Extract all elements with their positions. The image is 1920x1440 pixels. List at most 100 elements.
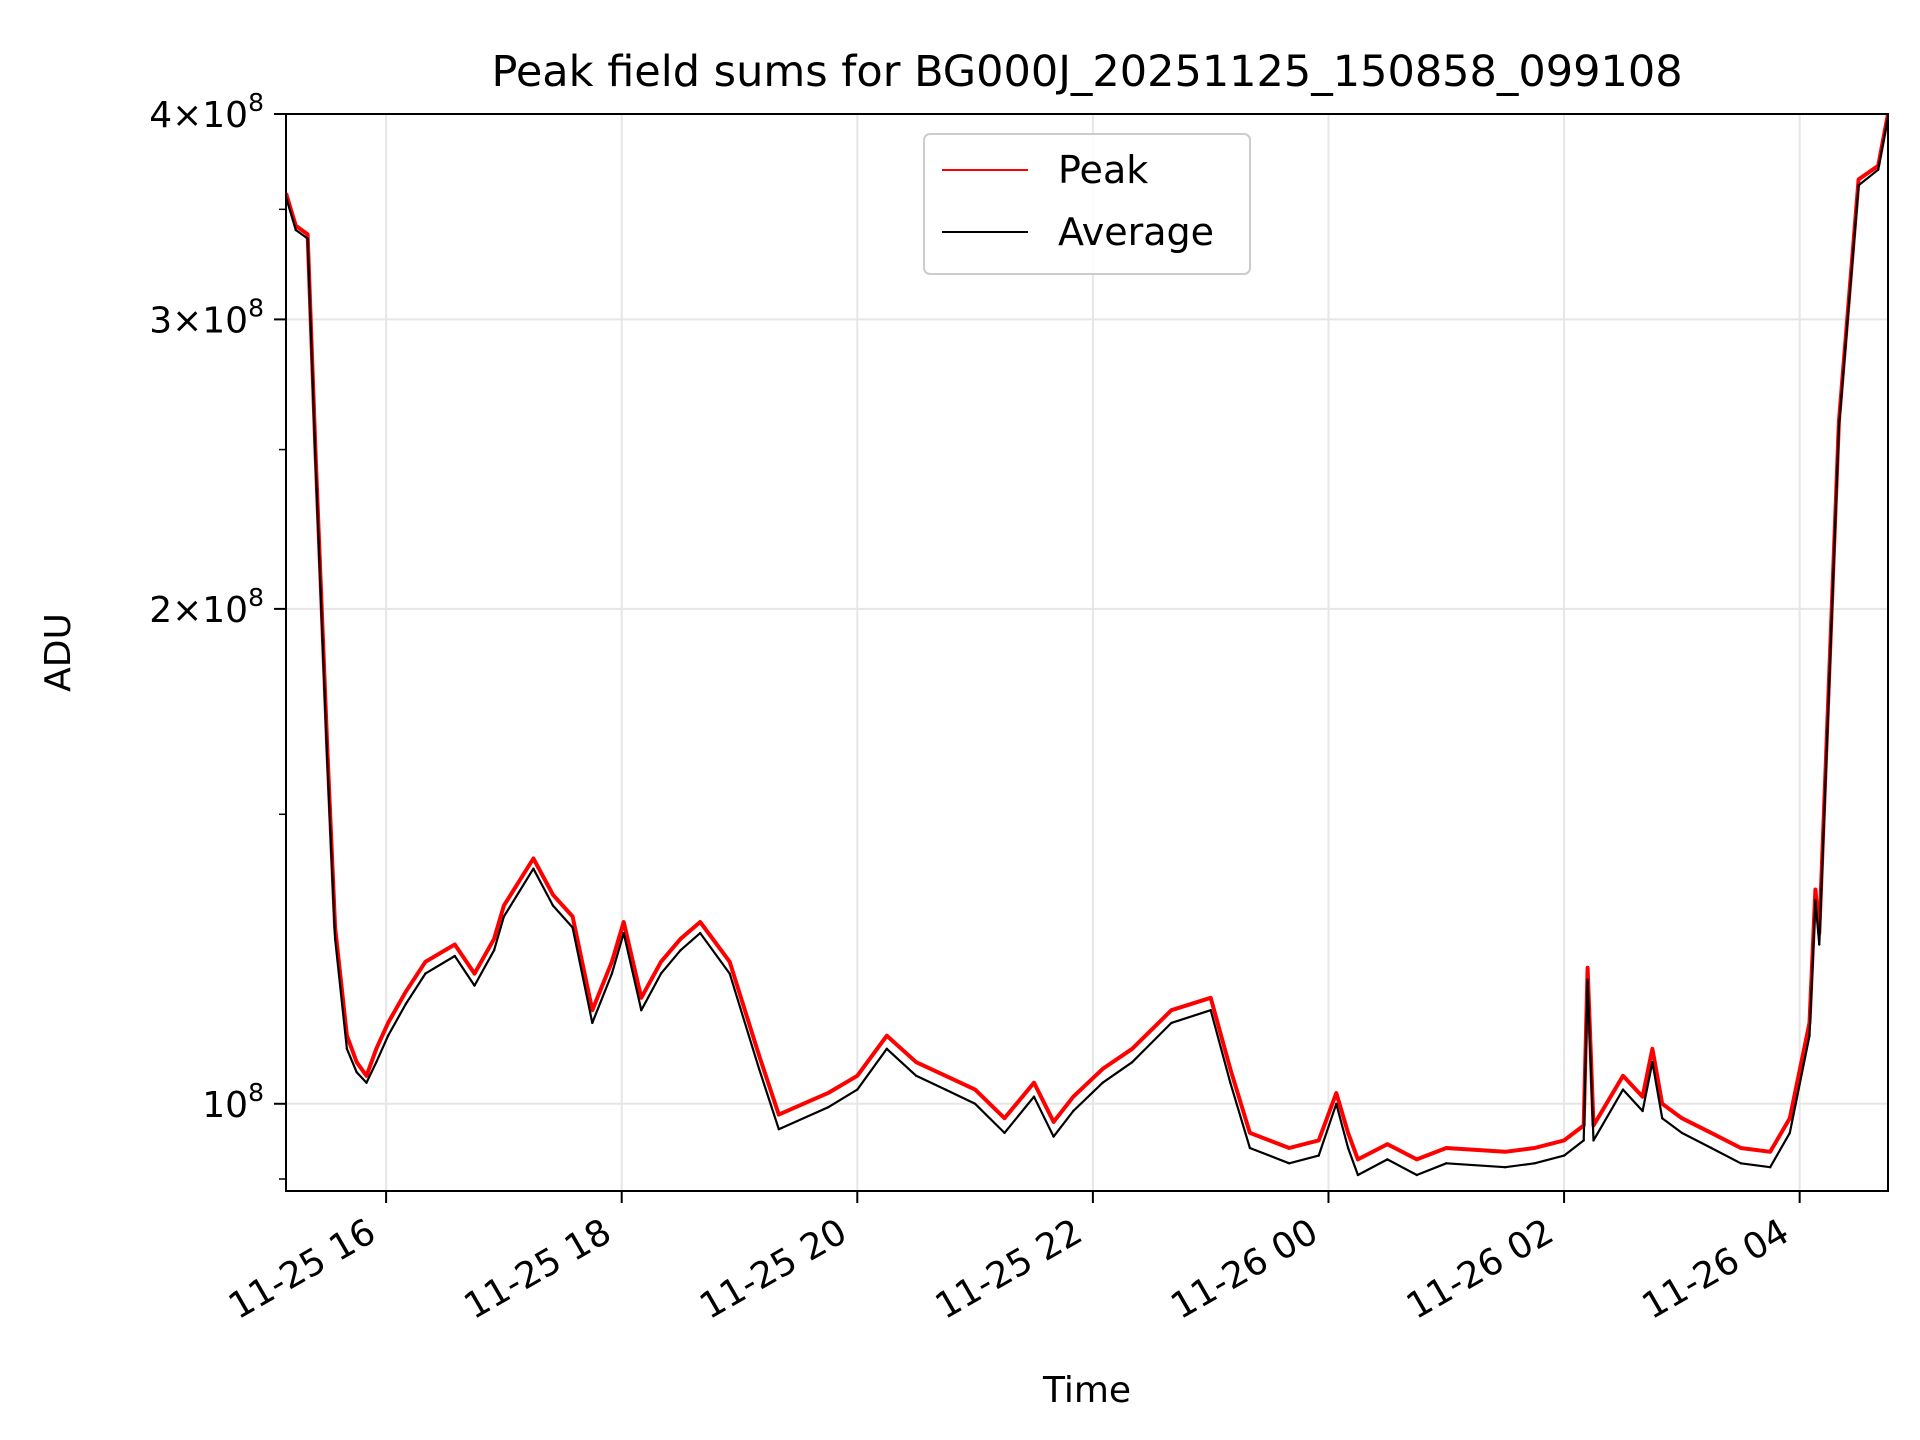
- data-point-average: [1356, 1173, 1360, 1177]
- data-point-peak: [424, 960, 427, 963]
- data-point-average: [1769, 1166, 1772, 1169]
- data-point-peak: [856, 1074, 859, 1078]
- chart-title: Peak field sums for BG000J_20251125_1508…: [491, 47, 1682, 97]
- data-point-peak: [1003, 1117, 1006, 1120]
- data-point-average: [1072, 1109, 1075, 1113]
- data-point-peak: [757, 1054, 761, 1057]
- y-axis-label: ADU: [38, 613, 79, 692]
- data-point-peak: [699, 920, 702, 924]
- data-point-peak: [915, 1061, 918, 1064]
- data-point-average: [1680, 1131, 1684, 1135]
- data-point-average: [1288, 1162, 1291, 1165]
- data-point-peak: [1661, 1102, 1664, 1106]
- data-point-peak: [1680, 1117, 1684, 1120]
- y-tick-label: 4×108: [149, 88, 264, 136]
- data-point-peak: [473, 972, 476, 975]
- y-tick-label: 108: [202, 1078, 264, 1126]
- data-point-average: [1710, 1146, 1713, 1150]
- data-point-average: [365, 1081, 368, 1084]
- data-point-peak: [375, 1047, 378, 1051]
- data-point-average: [622, 931, 625, 935]
- data-point-average: [679, 949, 682, 952]
- data-point-peak: [1814, 888, 1817, 891]
- data-point-average: [826, 1106, 830, 1109]
- data-point-average: [1415, 1173, 1419, 1177]
- data-point-average: [1661, 1117, 1664, 1120]
- series-line-peak: [286, 114, 1888, 1162]
- data-point-average: [1131, 1061, 1134, 1064]
- data-point-peak: [1386, 1143, 1389, 1146]
- data-point-average: [1814, 899, 1817, 902]
- data-point-average: [551, 904, 555, 907]
- data-point-average: [777, 1128, 780, 1131]
- data-point-peak: [659, 960, 663, 963]
- data-point-average: [326, 758, 329, 761]
- data-point-average: [1788, 1131, 1792, 1135]
- data-point-average: [1837, 425, 1841, 429]
- data-point-average: [1504, 1166, 1507, 1169]
- data-point-peak: [622, 920, 625, 924]
- data-point-peak: [502, 904, 506, 907]
- data-point-average: [1877, 168, 1880, 171]
- data-point-peak: [571, 915, 574, 918]
- data-point-average: [728, 972, 731, 975]
- data-point-average: [1739, 1162, 1743, 1165]
- x-axis-label: Time: [1042, 1370, 1131, 1411]
- data-point-average: [1562, 1154, 1566, 1157]
- data-point-peak: [1335, 1091, 1338, 1095]
- plot-frame: [285, 113, 1889, 1192]
- data-point-average: [424, 972, 427, 975]
- data-point-peak: [355, 1061, 358, 1064]
- data-point-average: [1586, 978, 1589, 981]
- data-point-average: [294, 228, 297, 232]
- data-point-peak: [591, 1009, 594, 1012]
- data-point-average: [1818, 943, 1821, 946]
- data-point-peak: [1248, 1131, 1252, 1135]
- data-point-peak: [492, 937, 496, 940]
- data-point-peak: [777, 1113, 780, 1116]
- data-point-average: [1582, 1139, 1585, 1142]
- data-point-average: [659, 972, 663, 975]
- data-point-peak: [1032, 1081, 1036, 1084]
- data-point-peak: [306, 233, 309, 236]
- data-point-average: [1641, 1109, 1644, 1113]
- data-point-average: [610, 972, 614, 975]
- data-point-peak: [1857, 178, 1860, 181]
- data-point-average: [386, 1034, 390, 1037]
- legend-label-average: Average: [1058, 210, 1214, 254]
- data-point-peak: [1072, 1095, 1075, 1098]
- data-point-average: [1229, 1081, 1232, 1084]
- data-point-average: [1032, 1095, 1036, 1098]
- data-point-peak: [1229, 1067, 1232, 1071]
- data-point-average: [1621, 1088, 1625, 1091]
- data-point-average: [1857, 184, 1860, 187]
- data-point-peak: [885, 1034, 888, 1037]
- data-point-average: [973, 1102, 977, 1106]
- data-point-peak: [1788, 1117, 1792, 1120]
- data-point-average: [314, 457, 317, 460]
- data-point-peak: [1641, 1095, 1644, 1098]
- data-point-average: [757, 1067, 761, 1071]
- data-point-peak: [1504, 1150, 1507, 1154]
- data-point-average: [944, 1088, 947, 1091]
- data-point-peak: [1209, 996, 1212, 999]
- data-point-peak: [1621, 1074, 1625, 1078]
- data-point-peak: [728, 960, 731, 963]
- data-point-peak: [640, 996, 643, 999]
- legend: Peak Average: [923, 133, 1251, 275]
- data-point-average: [640, 1009, 643, 1012]
- data-point-average: [355, 1071, 358, 1074]
- series-line-average: [286, 117, 1888, 1177]
- data-point-peak: [1415, 1158, 1419, 1161]
- data-point-peak: [532, 857, 535, 860]
- data-point-average: [404, 1002, 407, 1006]
- data-point-average: [1651, 1061, 1654, 1064]
- data-point-peak: [1533, 1146, 1536, 1150]
- data-point-peak: [1586, 966, 1589, 969]
- data-point-peak: [1562, 1139, 1566, 1142]
- data-point-average: [306, 237, 309, 240]
- data-point-peak: [1346, 1131, 1350, 1135]
- data-point-average: [915, 1074, 918, 1078]
- data-point-average: [1170, 1021, 1173, 1025]
- y-tick-label: 3×108: [149, 293, 264, 341]
